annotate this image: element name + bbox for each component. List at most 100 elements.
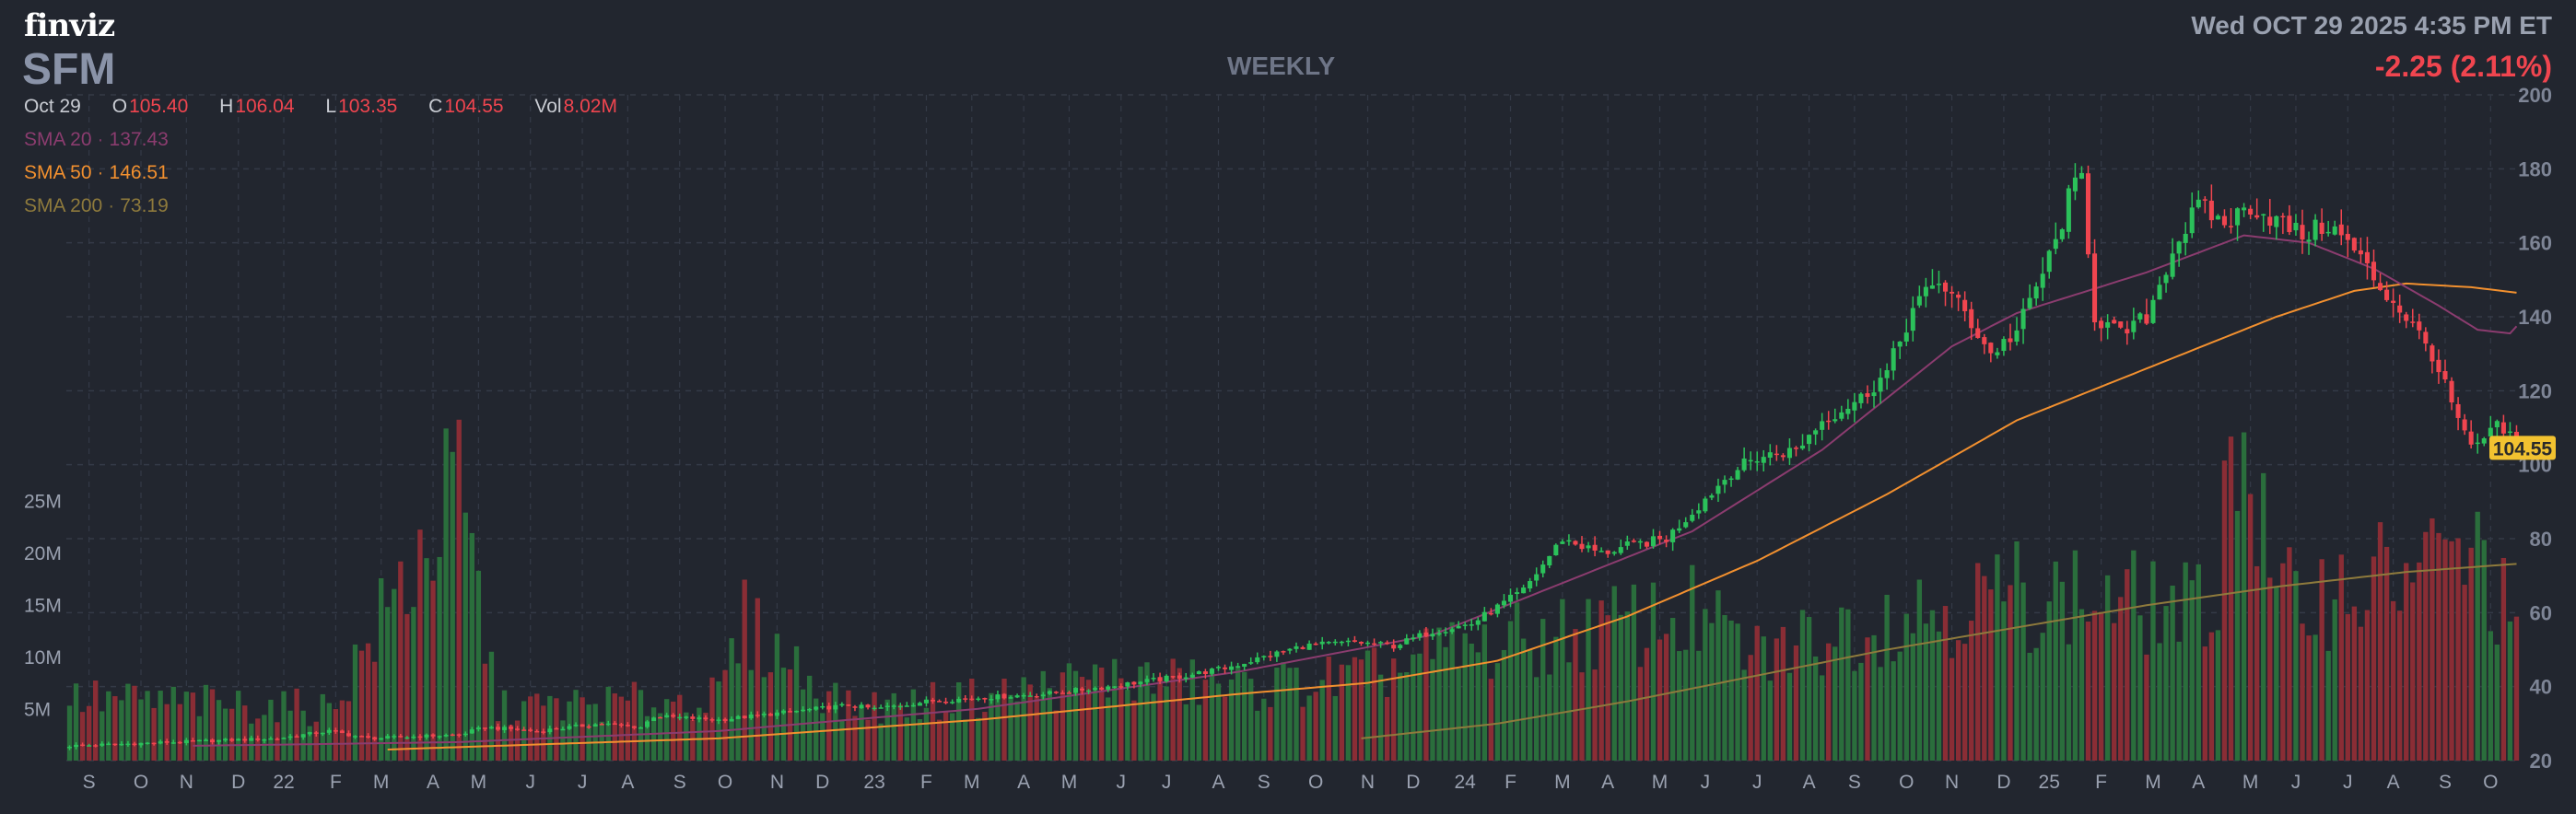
volume-bar xyxy=(567,701,572,761)
x-tick-label: N xyxy=(1361,772,1375,793)
candle-body xyxy=(1741,458,1747,471)
candle-body xyxy=(703,717,708,720)
volume-bar xyxy=(671,701,676,761)
ticker-symbol: SFM xyxy=(22,45,116,94)
volume-bar xyxy=(2500,557,2507,761)
x-tick-label: F xyxy=(920,772,932,793)
candle-body xyxy=(943,702,949,704)
candle-body xyxy=(1799,445,1806,449)
y-tick-label: 160 xyxy=(2518,232,2552,255)
candle-body xyxy=(1202,671,1208,675)
volume-bar xyxy=(2020,582,2026,761)
candle-body xyxy=(515,728,521,730)
candle-body xyxy=(1319,641,1325,645)
volume-bar xyxy=(872,692,877,761)
sma20-legend[interactable]: SMA 20 · 137.43 xyxy=(24,129,169,150)
volume-bar xyxy=(793,645,800,761)
volume-bar xyxy=(2430,517,2435,761)
candle-body xyxy=(671,715,676,717)
candle-body xyxy=(1040,694,1046,697)
volume-bar xyxy=(1398,672,1403,761)
volume-bar xyxy=(2280,563,2286,761)
candle-body xyxy=(677,716,683,719)
low-value: 103.35 xyxy=(338,96,398,117)
candle-body xyxy=(541,731,546,733)
volume-bar xyxy=(1995,554,2000,761)
candle-body xyxy=(605,723,611,726)
candle-body xyxy=(2020,308,2026,330)
candle-body xyxy=(2078,172,2085,180)
candle-body xyxy=(2118,321,2124,328)
sma50-legend[interactable]: SMA 50 · 146.51 xyxy=(24,162,169,183)
volume-bar xyxy=(365,643,371,761)
candle-body xyxy=(917,703,922,706)
volume-bar xyxy=(209,689,216,761)
volume-bar xyxy=(1969,621,1974,761)
candle-body xyxy=(1229,666,1235,670)
volume-bar xyxy=(73,683,79,761)
volume-bar xyxy=(2176,641,2182,761)
volume-bar xyxy=(379,577,384,761)
candle-body xyxy=(1696,510,1702,514)
candle-body xyxy=(1164,675,1169,682)
volume-bar xyxy=(1573,629,1578,761)
candle-body xyxy=(1242,663,1247,668)
candle-body xyxy=(1034,696,1039,698)
candle-body xyxy=(2157,285,2162,300)
volume-bar xyxy=(2306,635,2312,761)
candle-body xyxy=(2099,320,2104,329)
volume-bar xyxy=(742,579,747,761)
candle-body xyxy=(1813,430,1819,435)
volume-bar xyxy=(242,705,248,761)
candle-body xyxy=(2436,359,2441,373)
candle-body xyxy=(2481,438,2487,444)
candle-body xyxy=(2189,207,2195,234)
candle-body xyxy=(2059,229,2065,239)
volume-bar xyxy=(1384,696,1390,761)
volume-bar xyxy=(2066,644,2072,761)
volume-bar xyxy=(631,681,638,761)
candle-body xyxy=(209,739,216,743)
candle-body xyxy=(313,732,319,734)
volume-bar xyxy=(767,672,774,761)
candle-body xyxy=(275,738,280,740)
volume-bar xyxy=(392,588,397,761)
volume-bar xyxy=(1761,636,1766,761)
candle-body xyxy=(2221,215,2227,226)
x-tick-label: A xyxy=(2192,772,2205,793)
candle-body xyxy=(904,705,909,707)
volume-bar xyxy=(1514,602,1520,761)
volume-bar xyxy=(2351,606,2358,761)
volume-bar xyxy=(463,512,468,761)
candle-body xyxy=(1865,393,1870,397)
volume-bar xyxy=(1598,600,1604,761)
candle-body xyxy=(2351,238,2357,251)
candle-body xyxy=(411,736,416,738)
sma200-legend[interactable]: SMA 200 · 73.19 xyxy=(24,195,169,216)
candle-body xyxy=(618,724,624,726)
candle-body xyxy=(820,705,825,708)
candle-body xyxy=(1988,343,1994,354)
candle-body xyxy=(2507,431,2512,434)
candle-body xyxy=(995,694,1001,700)
candle-body xyxy=(1845,408,1851,414)
candle-body xyxy=(2442,371,2448,380)
candle-body xyxy=(716,719,721,721)
x-tick-label: M xyxy=(373,772,390,793)
candle-body xyxy=(385,736,391,738)
candle-body xyxy=(1248,662,1254,664)
volume-bar xyxy=(1300,706,1306,761)
candle-body xyxy=(729,718,734,722)
candle-body xyxy=(1923,286,1928,297)
volume-bar xyxy=(1287,668,1293,761)
volume-bar xyxy=(2404,563,2409,761)
candle-body xyxy=(1852,401,1857,411)
candle-body xyxy=(2040,273,2045,288)
volume-bar xyxy=(1494,663,1501,761)
finviz-logo[interactable]: finviz xyxy=(24,7,115,44)
volume-bar xyxy=(1669,618,1676,761)
candle-body xyxy=(976,698,981,701)
candle-body xyxy=(839,704,845,706)
candle-body xyxy=(833,704,838,710)
